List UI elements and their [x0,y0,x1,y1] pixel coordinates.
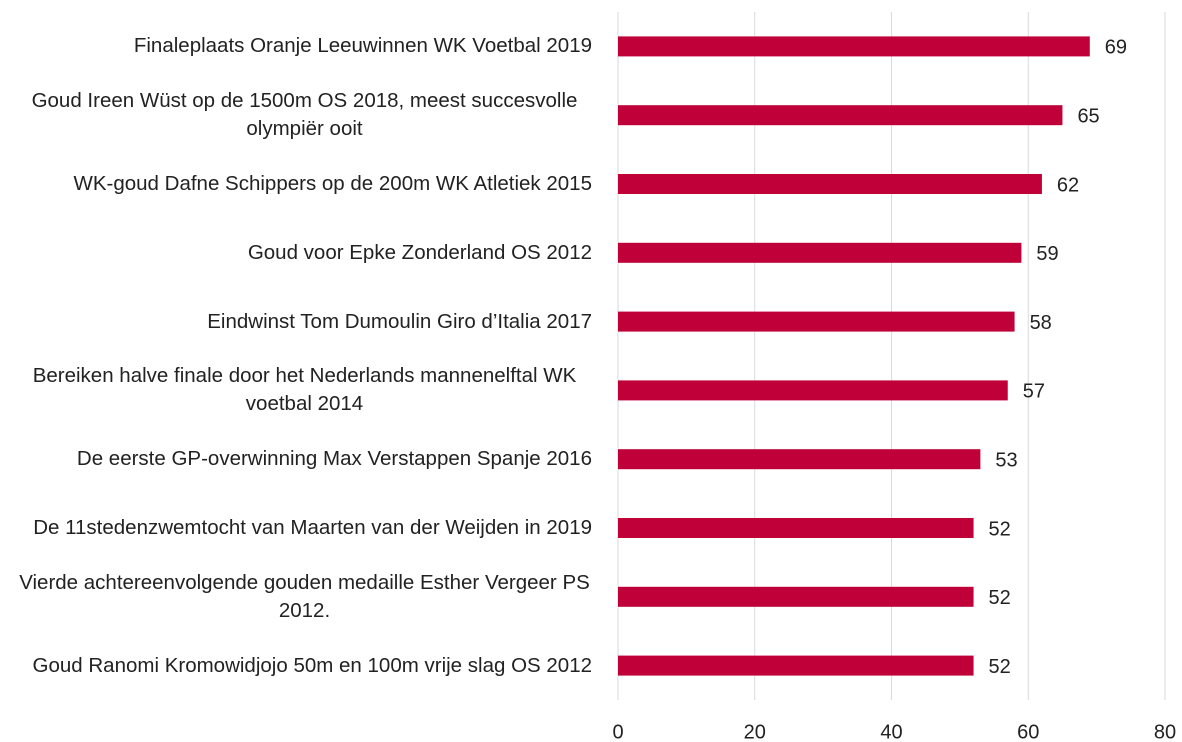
category-label: Finaleplaats Oranje Leeuwinnen WK Voetba… [133,34,592,58]
x-tick-label: 0 [612,721,623,742]
category-label: Goud voor Epke Zonderland OS 2012 [247,240,592,264]
bar [618,174,1042,194]
value-label: 52 [989,587,1011,609]
bar [618,380,1008,401]
category-label-wrap: De eerste GP-overwinning Max Verstappen … [0,425,592,494]
value-label: 62 [1057,174,1079,196]
value-label: 59 [1036,243,1058,265]
category-label-wrap: De 11stedenzwemtocht van Maarten van der… [0,494,592,563]
category-label-box: Goud voor Epke Zonderland OS 2012 [0,218,592,287]
category-label-wrap: WK-goud Dafne Schippers op de 200m WK At… [0,150,593,219]
category-label-box: Finaleplaats Oranje Leeuwinnen WK Voetba… [0,12,592,81]
value-label: 65 [1077,105,1099,127]
category-label-wrap: Goud Ranomi Kromowidjojo 50m en 100m vri… [0,631,592,700]
category-label-wrap: Goud voor Epke Zonderland OS 2012 [0,218,592,287]
bar [618,242,1022,263]
category-label-wrap: Eindwinst Tom Dumoulin Giro d’Italia 201… [0,287,592,356]
category-label-wrap: Goud Ireen Wüst op de 1500m OS 2018, mee… [0,81,592,150]
category-label: Bereiken halve finale door het Nederland… [32,364,577,416]
bar [618,449,981,470]
category-label-box: Eindwinst Tom Dumoulin Giro d’Italia 201… [0,287,592,356]
x-tick-label: 40 [880,721,902,742]
category-label-box: Vierde achtereenvolgende gouden medaille… [0,562,592,631]
x-tick-label: 80 [1154,721,1176,742]
value-label: 53 [995,449,1017,471]
category-label: WK-goud Dafne Schippers op de 200m WK At… [73,171,593,195]
category-label-box: Goud Ireen Wüst op de 1500m OS 2018, mee… [0,81,592,150]
category-label: De 11stedenzwemtocht van Maarten van der… [33,515,592,539]
category-label-box: De eerste GP-overwinning Max Verstappen … [0,425,592,494]
x-tick-label: 20 [744,721,766,742]
value-label: 57 [1023,381,1045,403]
bar [618,586,974,607]
category-label-wrap: Finaleplaats Oranje Leeuwinnen WK Voetba… [0,12,592,81]
category-label-box: Goud Ranomi Kromowidjojo 50m en 100m vri… [0,631,592,700]
category-label-box: Bereiken halve finale door het Nederland… [0,356,592,425]
category-label: De eerste GP-overwinning Max Verstappen … [76,447,592,471]
category-label-box: De 11stedenzwemtocht van Maarten van der… [0,494,592,563]
category-label-wrap: Bereiken halve finale door het Nederland… [0,356,592,425]
category-label: Goud Ranomi Kromowidjojo 50m en 100m vri… [32,653,592,677]
x-tick-label: 60 [1017,721,1039,742]
value-label: 69 [1105,37,1127,59]
bar [618,518,974,538]
category-label: Eindwinst Tom Dumoulin Giro d’Italia 201… [207,309,592,333]
value-label: 58 [1030,312,1052,334]
value-label: 52 [989,518,1011,540]
bar [618,311,1015,332]
bar [618,655,974,676]
value-label: 52 [989,656,1011,678]
category-label: Goud Ireen Wüst op de 1500m OS 2018, mee… [31,89,578,141]
category-label-wrap: Vierde achtereenvolgende gouden medaille… [0,562,592,631]
category-label: Vierde achtereenvolgende gouden medaille… [19,570,590,622]
category-label-box: WK-goud Dafne Schippers op de 200m WK At… [0,150,593,219]
bar [618,105,1063,126]
bar [618,36,1090,57]
